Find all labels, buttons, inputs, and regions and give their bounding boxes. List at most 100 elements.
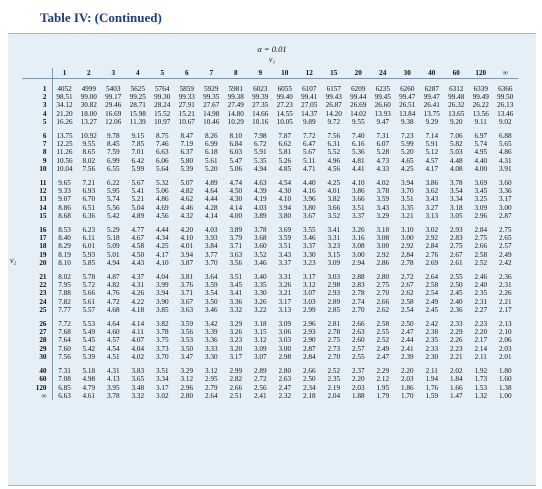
- table-cell: 3.77: [204, 250, 218, 259]
- table-cell: 4.40: [474, 156, 488, 165]
- table-cell: 5.39: [180, 164, 194, 173]
- table-cell: 2.83: [351, 281, 365, 290]
- table-cell: 15.52: [154, 109, 171, 118]
- table-cell: 2.35: [327, 375, 341, 384]
- table-row: 6 13.75 10.92 9.78 9.15 8.75 8.47 8.26 8.10 7.98 7…: [22, 132, 518, 141]
- table-cell: 3.00: [278, 344, 292, 353]
- table-cell: 3.05: [449, 211, 463, 220]
- table-cell: 4.25: [400, 164, 414, 173]
- table-cell: 6023: [253, 85, 268, 93]
- table-cell: 2.55: [351, 352, 365, 361]
- table-cell: 8.86: [58, 203, 71, 212]
- row-label-nu2: 40: [22, 367, 53, 376]
- table-cell: 4.46: [180, 203, 194, 212]
- table-cell: 5.01: [106, 250, 120, 259]
- table-cell: 2.47: [376, 352, 390, 361]
- table-cell: 34.12: [56, 101, 73, 110]
- table-cell: 4.10: [351, 179, 365, 188]
- table-cell: 3.37: [278, 258, 292, 267]
- table-cell: 4.48: [449, 156, 463, 165]
- table-cell: 3.21: [278, 289, 292, 298]
- table-cell: 3.20: [229, 344, 243, 353]
- table-cell: 3.75: [155, 336, 169, 345]
- table-cell: 6.07: [376, 140, 390, 149]
- table-cell: 99.45: [374, 93, 391, 102]
- table-cell: 2.99: [229, 367, 243, 376]
- table-row: 25 7.77 5.57 4.68 4.18 3.85 3.63 3.46 3.32 3.22 3.…: [22, 305, 518, 315]
- table-cell: 4.54: [106, 344, 120, 353]
- table-cell: 27.67: [203, 101, 220, 110]
- table-cell: 3.17: [155, 383, 169, 392]
- table-cell: 7.68: [58, 328, 71, 337]
- table-cell: 7.08: [58, 375, 71, 384]
- table-cell: 5981: [228, 85, 243, 93]
- table-cell: 3.43: [376, 203, 390, 212]
- table-cell: 2.78: [400, 258, 414, 267]
- table-cell: 4.44: [155, 226, 169, 235]
- table-cell: 2.87: [498, 211, 512, 220]
- table-cell: 27.23: [276, 101, 293, 110]
- table-cell: 99.50: [497, 93, 514, 102]
- group-spacer: [22, 361, 518, 368]
- table-cell: 15.98: [129, 109, 146, 118]
- table-cell: 2.93: [327, 289, 341, 298]
- table-cell: 3.69: [278, 226, 292, 235]
- table-cell: 3.46: [302, 234, 316, 243]
- table-cell: 5.99: [400, 140, 414, 149]
- table-cell: 2.03: [351, 383, 365, 392]
- table-cell: 3.17: [229, 352, 243, 361]
- table-cell: 3.83: [131, 367, 145, 376]
- table-cell: 3.86: [425, 179, 439, 188]
- table-cell: 4.95: [474, 148, 488, 157]
- table-cell: 2.21: [498, 297, 512, 306]
- table-cell: 4.39: [253, 187, 267, 196]
- table-cell: 3.09: [474, 203, 488, 212]
- table-cell: 2.61: [449, 258, 463, 267]
- table-cell: 99.49: [472, 93, 489, 102]
- table-cell: 27.35: [252, 101, 269, 110]
- table-cell: 4.40: [302, 179, 316, 188]
- row-label-nu2: 27: [22, 328, 53, 337]
- table-cell: 4.33: [376, 164, 390, 173]
- row-label-nu2: 29: [22, 344, 53, 353]
- table-cell: 4.17: [155, 250, 169, 259]
- table-cell: 5.47: [229, 156, 243, 165]
- table-cell: 3.09: [327, 258, 341, 267]
- table-cell: 6.62: [278, 140, 292, 149]
- table-cell: 2.85: [327, 305, 341, 314]
- table-cell: 7.77: [58, 305, 71, 314]
- table-cell: 2.96: [302, 320, 316, 329]
- table-cell: 2.42: [425, 320, 439, 329]
- row-label-nu2: 120: [22, 383, 53, 392]
- table-cell: 10.16: [252, 117, 269, 126]
- table-cell: 4.81: [351, 156, 365, 165]
- table-cell: 1.00: [498, 391, 512, 400]
- table-cell: 3.71: [180, 289, 194, 298]
- table-cell: 3.13: [278, 305, 292, 314]
- table-cell: 3.87: [180, 258, 194, 267]
- table-cell: 4.72: [106, 297, 120, 306]
- row-label-nu2: 14: [22, 203, 53, 212]
- table-cell: 6.36: [82, 211, 96, 220]
- table-cell: 27.49: [227, 101, 244, 110]
- table-cell: 8.29: [58, 242, 71, 251]
- table-cell: 2.30: [425, 352, 439, 361]
- table-row: 13 9.07 6.70 5.74 5.21 4.86 4.62 4.44 4.30 4.19 4.…: [22, 195, 518, 204]
- table-cell: 28.71: [129, 101, 146, 110]
- table-cell: 2.47: [400, 328, 414, 337]
- table-cell: 3.00: [376, 242, 390, 251]
- table-cell: 2.67: [449, 250, 463, 259]
- table-cell: 2.32: [278, 391, 292, 400]
- table-cell: 4.34: [155, 234, 169, 243]
- table-cell: 3.99: [155, 281, 169, 290]
- table-cell: 3.51: [155, 367, 169, 376]
- table-cell: 13.46: [497, 109, 514, 118]
- table-cell: 2.45: [449, 289, 463, 298]
- table-cell: 3.69: [474, 179, 488, 188]
- table-cell: 2.45: [425, 305, 439, 314]
- table-row: 14 8.86 6.51 5.56 5.04 4.69 4.46 4.28 4.14 4.03 3.…: [22, 203, 518, 212]
- table-cell: 1.80: [498, 367, 512, 376]
- table-cell: 4.57: [425, 156, 439, 165]
- table-cell: 5.85: [82, 258, 96, 267]
- table-cell: 2.75: [327, 336, 341, 345]
